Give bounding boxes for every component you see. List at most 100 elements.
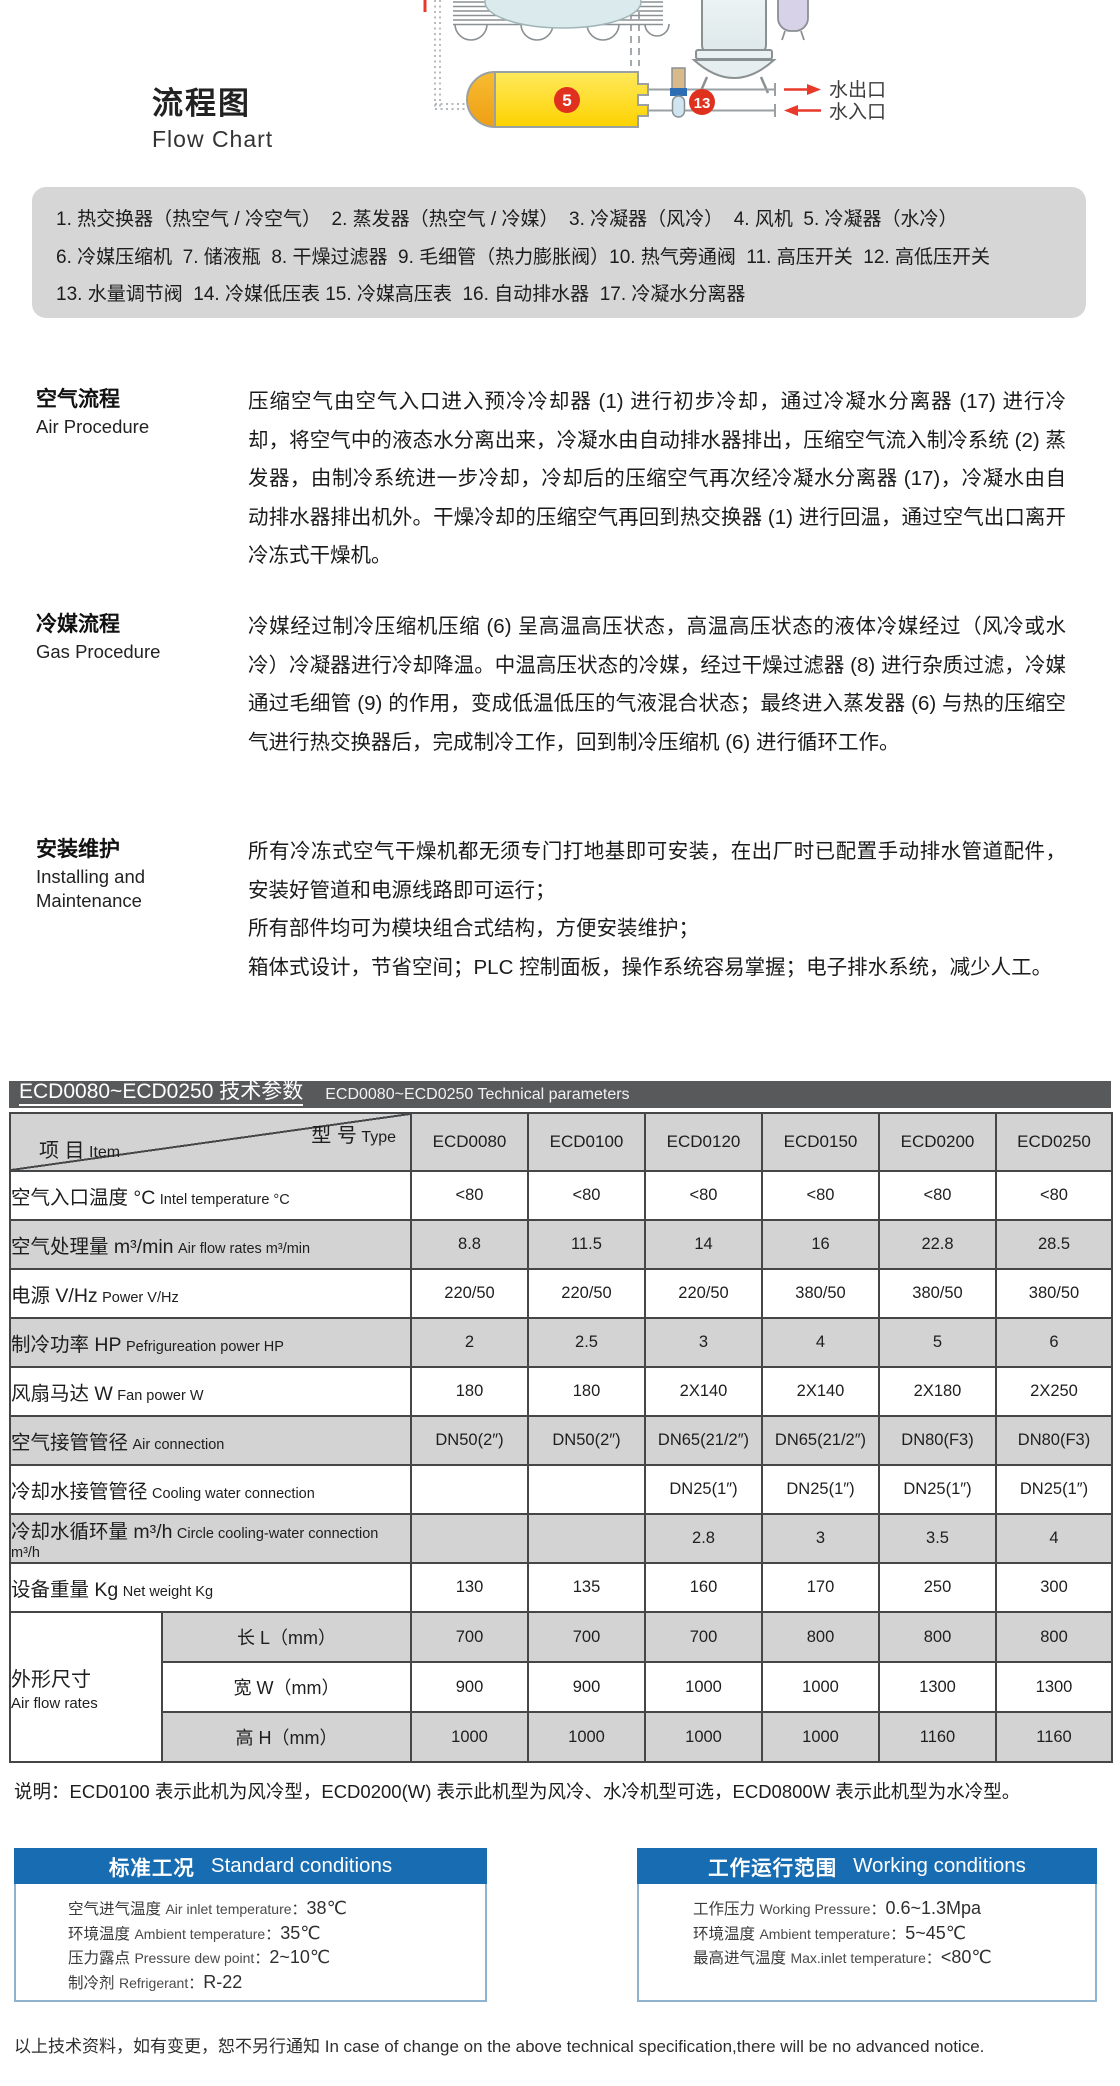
value-cell: <80 [995, 1170, 1113, 1221]
section-air-procedure: 空气流程 Air Procedure 压缩空气由空气入口进入预冷冷却器 (1) … [36, 383, 1066, 576]
value-cell [527, 1464, 646, 1515]
value-cell: 180 [527, 1366, 646, 1417]
value-cell: 380/50 [995, 1268, 1113, 1319]
value-cell: 800 [761, 1611, 880, 1663]
value-cell: 4 [761, 1317, 880, 1368]
value-cell: 1000 [644, 1711, 763, 1763]
paragraph: 所有部件均可为模块组合式结构，方便安装维护； [248, 917, 699, 941]
value-cell: 28.5 [995, 1219, 1113, 1270]
value-cell: 2X250 [995, 1366, 1113, 1417]
section-title-cn: 安装维护 [36, 838, 120, 861]
value-cell: DN25(1″) [995, 1464, 1113, 1515]
marker-13: 13 [689, 89, 715, 115]
section-title-cn: 冷媒流程 [36, 613, 120, 636]
value-cell: 2.8 [644, 1513, 763, 1564]
value-cell: 4 [995, 1513, 1113, 1564]
value-cell: 3 [644, 1317, 763, 1368]
conditions-header: 标准工况 Standard conditions [14, 1848, 487, 1884]
value-cell: 2X140 [644, 1366, 763, 1417]
value-cell: 220/50 [527, 1268, 646, 1319]
table-row: 冷却水循环量 m³/h Circle cooling-water connect… [9, 1513, 1113, 1564]
conditions-title-en: Working conditions [853, 1854, 1026, 1877]
value-cell: DN80(F3) [995, 1415, 1113, 1466]
value-cell: <80 [878, 1170, 997, 1221]
water-outlet-arrow-icon [784, 84, 821, 95]
table-row: 冷却水接管管径 Cooling water connection DN25(1″)… [9, 1464, 1113, 1515]
table-row: 电源 V/Hz Power V/Hz 220/50 220/50 220/50 380/… [9, 1268, 1113, 1319]
value-cell: 1160 [878, 1711, 997, 1763]
value-cell: 700 [527, 1611, 646, 1663]
section-title-en: Air Procedure [36, 416, 150, 437]
conditions-title-cn: 工作运行范围 [708, 1857, 838, 1880]
dimension-row: 宽 W（mm） 900 900 1000 1000 1300 1300 [10, 1661, 1113, 1713]
value-cell: 2X140 [761, 1366, 880, 1417]
value-cell: 170 [761, 1562, 880, 1613]
value-cell: DN50(2″) [527, 1415, 646, 1466]
row-label-cell: 空气处理量 m³/min Air flow rates m³/min [9, 1219, 412, 1270]
value-cell: <80 [527, 1170, 646, 1221]
water-regulating-valve [670, 67, 687, 118]
value-cell: 180 [410, 1366, 529, 1417]
value-cell: 300 [995, 1562, 1113, 1613]
conditions-body: 空气进气温度 Air inlet temperature：38℃ 环境温度 Amb… [14, 1884, 487, 2002]
small-cylinder [777, 0, 809, 41]
table-row: 设备重量 Kg Net weight Kg 130 135 160 170 250 300 [9, 1562, 1113, 1613]
value-cell: 135 [527, 1562, 646, 1613]
value-cell: 380/50 [761, 1268, 880, 1319]
value-cell: 22.8 [878, 1219, 997, 1270]
water-inlet-label: 水入口 [829, 101, 886, 123]
value-cell: DN50(2″) [410, 1415, 529, 1466]
value-cell: 1000 [761, 1711, 880, 1763]
dimension-row: 高 H（mm） 1000 1000 1000 1000 1160 1160 [10, 1711, 1113, 1763]
value-cell: <80 [410, 1170, 529, 1221]
conditions-body: 工作压力 Working Pressure：0.6~1.3Mpa 环境温度 Amb… [637, 1884, 1097, 2002]
paragraph: 所有冷冻式空气干燥机都无须专门打地基即可安装，在出厂时已配置手动排水管道配件，安… [248, 840, 1066, 902]
page-title-cn: 流程图 [152, 86, 251, 121]
svg-text:5: 5 [562, 91, 571, 110]
dimension-label-cell: 长 L（mm） [161, 1611, 412, 1663]
condition-line: 制冷剂 Refrigerant：R-22 [68, 1971, 243, 1992]
corner-type-label: 型 号 Type [311, 1125, 396, 1147]
tech-params-title-en: ECD0080~ECD0250 Technical parameters [325, 1086, 630, 1103]
model-note: 说明：ECD0100 表示此机为风冷型，ECD0200(W) 表示此机型为风冷、… [14, 1781, 1021, 1802]
section-title-cn: 空气流程 [36, 388, 120, 411]
row-label-cell: 冷却水接管管径 Cooling water connection [9, 1464, 412, 1515]
value-cell: 1000 [761, 1661, 880, 1713]
value-cell: 900 [410, 1661, 529, 1713]
value-cell: 1300 [995, 1661, 1113, 1713]
table-row: 制冷功率 HP Pefrigureation power HP 2 2.5 3 4 5 6 [9, 1317, 1113, 1368]
value-cell: 6 [995, 1317, 1113, 1368]
paragraph: 箱体式设计，节省空间；PLC 控制面板，操作系统容易掌握；电子排水系统，减少人工… [248, 955, 1053, 979]
conditions-title-en: Standard conditions [210, 1854, 393, 1877]
section-installing-maintenance: 安装维护 Installing and Maintenance 所有冷冻式空气干… [36, 833, 1066, 987]
value-cell: DN80(F3) [878, 1415, 997, 1466]
value-cell: 5 [878, 1317, 997, 1368]
value-cell: 3.5 [878, 1513, 997, 1564]
table-header-row: 型 号 Type 项 目 Item ECD0080 ECD0100 ECD0120 ECD… [9, 1112, 1113, 1172]
row-label-cell: 风扇马达 W Fan power W [9, 1366, 412, 1417]
value-cell: 3 [761, 1513, 880, 1564]
value-cell: 16 [761, 1219, 880, 1270]
row-label-cell: 空气入口温度 °C Intel temperature °C [9, 1170, 412, 1221]
model-header-cell: ECD0200 [878, 1112, 997, 1172]
value-cell: 800 [878, 1611, 997, 1663]
value-cell: 2 [410, 1317, 529, 1368]
section-title-en: Gas Procedure [36, 641, 161, 662]
row-label-cell: 空气接管管径 Air connection [9, 1415, 412, 1466]
dimension-label-cell: 宽 W（mm） [161, 1661, 412, 1713]
legend-line: 6. 冷媒压缩机 7. 储液瓶 8. 干燥过滤器 9. 毛细管（热力膨胀阀）10… [56, 246, 990, 268]
value-cell: <80 [761, 1170, 880, 1221]
value-cell: DN25(1″) [878, 1464, 997, 1515]
condensate-blob [484, 0, 642, 29]
value-cell: DN25(1″) [644, 1464, 763, 1515]
table-row: 空气入口温度 °C Intel temperature °C <80 <80 <80 <… [9, 1170, 1113, 1221]
value-cell: 11.5 [527, 1219, 646, 1270]
dimension-label-cell: 高 H（mm） [161, 1711, 412, 1763]
row-label-cell: 冷却水循环量 m³/h Circle cooling-water connect… [9, 1513, 412, 1564]
value-cell [410, 1464, 529, 1515]
water-outlet-label: 水出口 [829, 79, 886, 101]
value-cell: 8.8 [410, 1219, 529, 1270]
value-cell: 1000 [410, 1711, 529, 1763]
working-conditions-box: 工作运行范围 Working conditions 工作压力 Working P… [637, 1848, 1097, 2002]
value-cell: 220/50 [410, 1268, 529, 1319]
